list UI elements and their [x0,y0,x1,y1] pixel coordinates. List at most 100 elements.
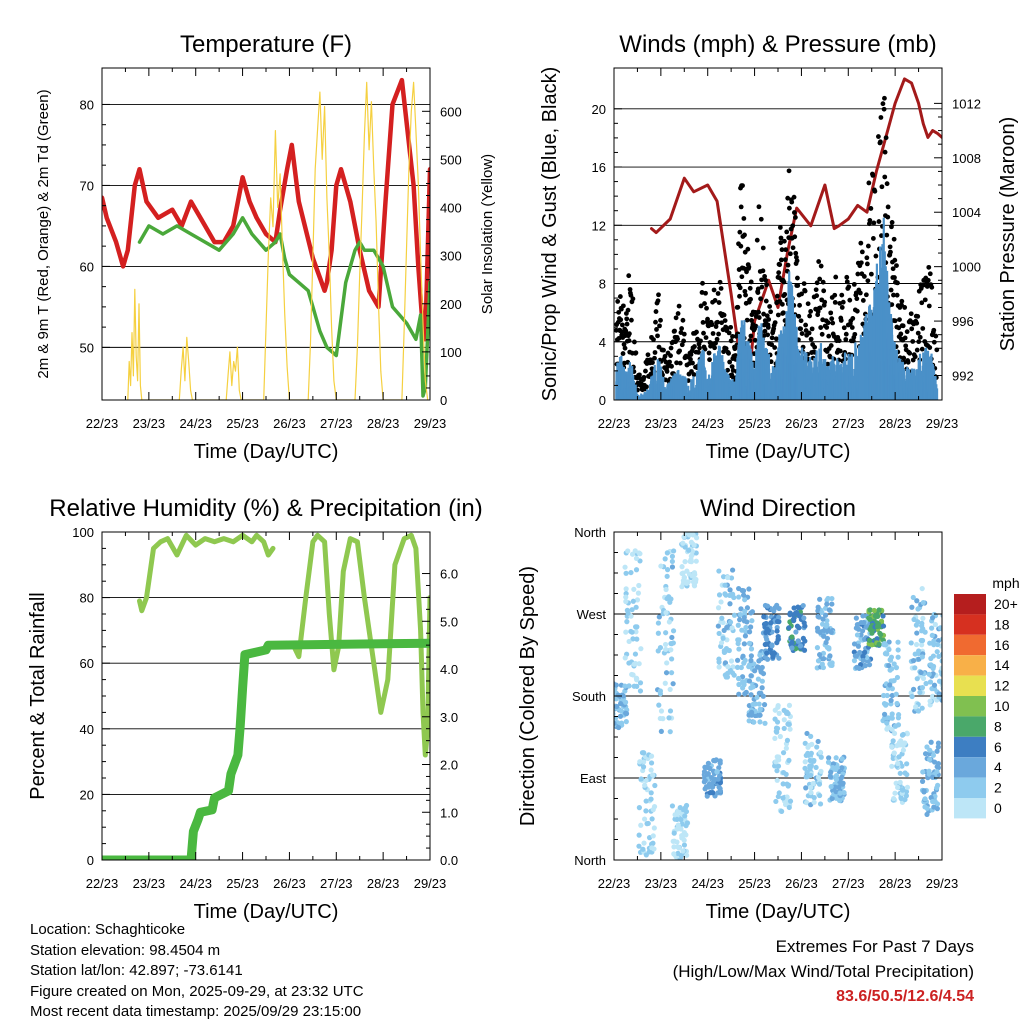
direction-point [821,633,827,639]
direction-point [775,702,781,709]
gust-point [808,336,814,342]
direction-point [884,726,890,732]
direction-point [623,719,629,725]
gust-point [926,303,932,309]
direction-point [626,660,632,666]
gust-point [711,287,717,293]
y-right-tick-label: 6.0 [440,567,458,582]
plot-area-humidity [102,532,430,860]
direction-point [725,664,731,670]
gust-point [915,314,921,319]
gust-point [728,338,734,344]
direction-point [826,645,832,651]
gust-point [637,372,642,378]
direction-point [852,653,858,659]
direction-point [939,651,942,657]
direction-point [867,607,873,613]
x-tick-label: 29/23 [414,416,447,431]
gust-point [792,210,797,215]
colorbar-label: 14 [994,657,1010,673]
gust-point [679,326,685,331]
gust-point [855,271,861,277]
direction-point [919,705,925,711]
direction-point [900,742,906,748]
gust-point [655,333,660,339]
gust-point [701,330,706,336]
direction-point [657,688,663,694]
y-axis-label-right: Solar Insolation (Yellow) [479,154,496,314]
gust-point [690,360,695,366]
direction-point [828,662,834,668]
direction-point [833,789,839,795]
direction-point [917,689,923,696]
y-right-tick-label: 3.0 [440,710,458,725]
direction-point [791,605,797,611]
direction-point [622,564,628,570]
gust-point [844,274,850,280]
direction-point [804,730,810,737]
gust-point [850,315,856,321]
gust-point [624,316,630,322]
gust-point [837,348,843,354]
direction-point [648,760,655,766]
gust-point [825,361,831,367]
direction-point [736,585,742,592]
direction-point [779,808,785,814]
gust-point [892,257,898,263]
direction-point [668,670,675,676]
direction-point [736,675,742,682]
direction-point [805,750,811,756]
direction-point [781,717,787,723]
direction-point [680,848,686,854]
gust-point [828,343,834,348]
direction-point [630,598,636,604]
direction-point [886,662,892,669]
direction-point [608,716,613,721]
y-axis-label-right: Station Pressure (Maroon) [997,117,1019,352]
direction-point [886,639,892,645]
direction-point [722,648,728,655]
gust-point [692,344,697,349]
gust-point [907,350,913,356]
gust-point [726,350,732,356]
gust-point [714,336,720,342]
chart-title: Winds (mph) & Pressure (mb) [619,31,936,58]
y-right-tick-label: 1008 [952,151,981,166]
gust-point [739,274,745,280]
y-tick-label: 0 [599,393,606,408]
direction-point [740,653,746,659]
direction-point [623,629,629,635]
direction-point [662,556,668,562]
direction-point [854,632,861,638]
gust-point [681,338,687,344]
gust-point [729,364,735,370]
direction-point [679,564,685,570]
y-right-tick-label: 0 [440,393,447,408]
direction-point [744,605,751,611]
direction-point [817,749,823,755]
gust-point [898,331,904,337]
gust-point [677,348,682,354]
gust-point [760,268,766,274]
direction-point [622,655,628,661]
gust-point [882,95,887,101]
gust-point [759,277,764,283]
direction-point [656,614,662,620]
x-tick-label: 27/23 [320,876,353,891]
direction-point [896,740,902,746]
direction-point [789,634,795,640]
gust-point [644,384,649,390]
gust-point [891,236,897,242]
gust-point [778,235,784,241]
direction-point [619,708,625,714]
direction-point [939,658,942,664]
y-axis-label: 2m & 9m T (Red, Orange) & 2m Td (Green) [35,89,52,378]
gust-point [866,180,872,186]
direction-point [887,682,893,688]
direction-point [625,610,631,616]
gust-point [764,313,770,319]
direction-point [829,595,835,602]
direction-point [684,820,690,826]
direction-point [836,784,842,790]
